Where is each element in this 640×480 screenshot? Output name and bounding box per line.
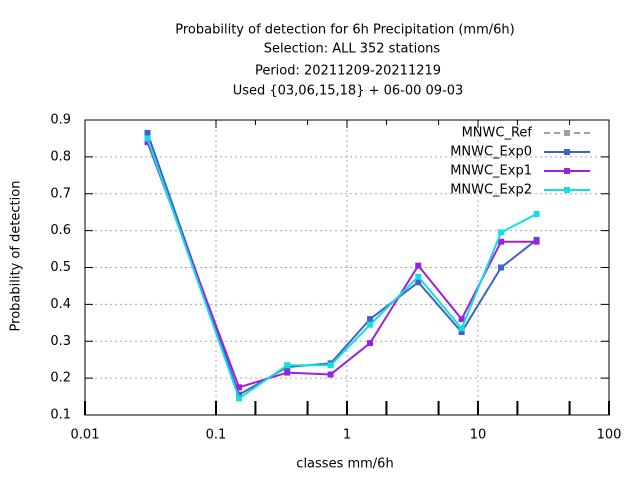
chart-subtitle: Period: 20211209-20211219	[255, 64, 441, 79]
data-point	[533, 238, 540, 245]
chart-title: Probability of detection for 6h Precipit…	[175, 23, 514, 38]
data-point	[458, 316, 465, 323]
x-tick-label: 1	[343, 428, 351, 443]
y-tick-label: 0.2	[50, 371, 71, 386]
data-point	[533, 211, 540, 218]
data-point	[458, 329, 465, 336]
data-point	[144, 135, 151, 142]
data-point	[367, 321, 374, 328]
chart-subtitle: Selection: ALL 352 stations	[264, 42, 441, 57]
data-point	[415, 279, 422, 286]
legend-marker	[564, 187, 570, 193]
data-point	[327, 371, 334, 378]
data-point	[458, 325, 465, 332]
legend-label: MNWC_Exp1	[450, 164, 532, 179]
legend-marker	[564, 130, 570, 136]
x-tick-label: 100	[597, 428, 622, 443]
x-axis-label: classes mm/6h	[296, 457, 393, 472]
y-tick-label: 0.8	[50, 149, 71, 164]
y-tick-label: 0.9	[50, 113, 71, 128]
data-point	[498, 264, 505, 271]
y-tick-label: 0.5	[50, 260, 71, 275]
data-point	[415, 273, 422, 280]
data-point	[498, 229, 505, 236]
y-axis-label: Probability of detection	[9, 181, 24, 332]
y-tick-label: 0.1	[50, 408, 71, 423]
data-point	[236, 384, 243, 391]
data-point	[367, 340, 374, 347]
data-point	[327, 362, 334, 369]
data-point	[367, 316, 374, 323]
data-point	[236, 395, 243, 402]
data-point	[236, 391, 243, 398]
legend-label: MNWC_Ref	[462, 126, 533, 141]
data-point	[144, 129, 151, 136]
legend-label: MNWC_Exp0	[450, 145, 532, 160]
x-tick-label: 10	[470, 428, 487, 443]
y-tick-label: 0.3	[50, 334, 71, 349]
x-tick-label: 0.1	[206, 428, 227, 443]
chart-subtitle: Used {03,06,15,18} + 06-00 09-03	[233, 84, 464, 99]
y-tick-label: 0.7	[50, 186, 71, 201]
y-tick-label: 0.4	[50, 297, 71, 312]
legend-marker	[564, 168, 570, 174]
data-point	[144, 139, 151, 146]
data-point	[498, 238, 505, 245]
data-point	[284, 362, 291, 369]
legend-marker	[564, 149, 570, 155]
data-point	[284, 369, 291, 376]
plot-frame	[84, 119, 610, 416]
data-point	[415, 262, 422, 269]
y-tick-label: 0.6	[50, 223, 71, 238]
legend-label: MNWC_Exp2	[450, 183, 532, 198]
x-tick-label: 0.01	[71, 428, 100, 443]
